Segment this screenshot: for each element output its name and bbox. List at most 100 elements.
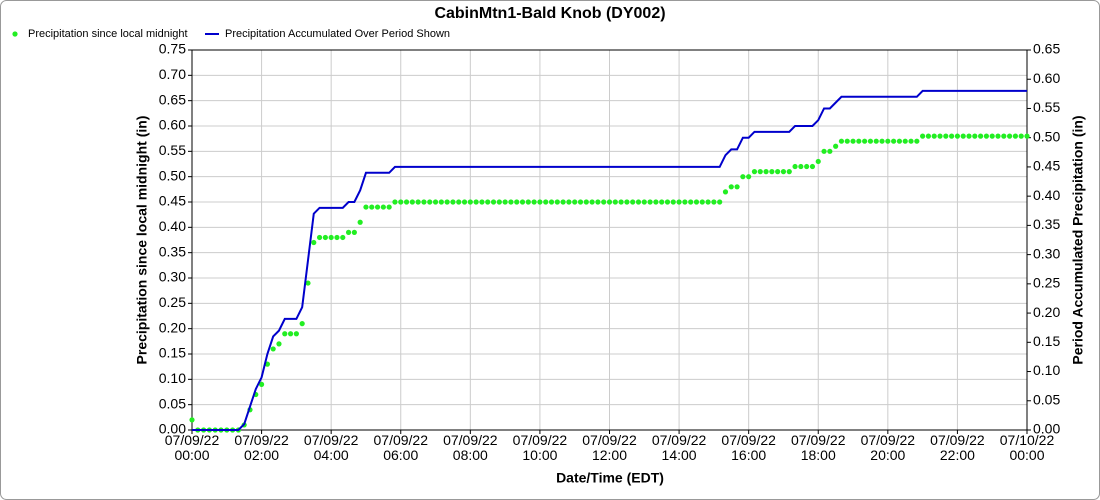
data-point <box>276 341 282 347</box>
data-point <box>606 199 613 205</box>
data-point <box>409 199 415 205</box>
data-point <box>421 199 427 205</box>
data-point <box>728 184 734 190</box>
data-point <box>374 204 381 210</box>
data-point <box>334 234 340 241</box>
data-point <box>311 239 317 246</box>
data-point <box>525 199 531 205</box>
x-tick-label: 07/09/22 08:00 <box>443 432 498 463</box>
y-tick-label: 0.15 <box>159 345 186 361</box>
data-point <box>316 234 323 241</box>
y2-tick-label: 0.30 <box>1033 245 1060 261</box>
data-point <box>508 199 514 205</box>
y-tick-label: 0.50 <box>159 167 186 183</box>
data-point <box>688 199 694 205</box>
data-point <box>949 133 955 139</box>
data-point <box>838 138 845 144</box>
data-point <box>850 138 856 144</box>
y-tick-label: 0.60 <box>159 117 186 133</box>
y2-tick-label: 0.15 <box>1033 333 1060 349</box>
data-point <box>473 199 479 205</box>
data-point <box>769 169 775 175</box>
legend-label: Precipitation since local midnight <box>28 28 188 40</box>
y-tick-label: 0.40 <box>159 218 186 234</box>
data-point <box>641 199 647 205</box>
data-point <box>896 138 903 144</box>
data-point <box>978 133 984 139</box>
data-point <box>891 138 897 144</box>
data-point <box>960 133 966 139</box>
y2-tick-label: 0.55 <box>1033 99 1060 115</box>
data-point <box>583 199 589 205</box>
grid <box>191 49 1028 431</box>
y2-tick-label: 0.45 <box>1033 158 1060 174</box>
y2-tick-label: 0.60 <box>1033 70 1060 86</box>
data-point <box>624 199 630 205</box>
data-line <box>192 89 1027 431</box>
data-point <box>328 234 334 241</box>
data-point <box>531 199 537 205</box>
data-point <box>415 199 421 205</box>
x-tick-label: 07/09/22 12:00 <box>582 432 637 463</box>
x-tick-label: 07/09/22 04:00 <box>303 432 359 463</box>
data-point <box>914 138 920 144</box>
data-point <box>502 199 508 205</box>
data-point <box>920 133 926 139</box>
data-point <box>363 204 369 210</box>
data-point <box>438 199 444 205</box>
data-point <box>635 199 642 205</box>
data-point <box>490 199 497 205</box>
data-point <box>885 138 891 144</box>
data-point <box>972 133 978 139</box>
data-point <box>699 199 705 205</box>
data-point <box>653 199 659 205</box>
data-point <box>543 199 549 205</box>
data-point <box>798 163 804 170</box>
plot-border <box>191 49 1028 431</box>
y2-tick-label: 0.35 <box>1033 216 1060 232</box>
data-point <box>630 199 636 205</box>
x-axis-label: Date/Time (EDT) <box>556 470 664 486</box>
data-point <box>589 199 595 205</box>
data-point <box>734 184 740 190</box>
data-point <box>467 199 473 205</box>
data-point <box>398 199 404 205</box>
y-tick-label: 0.55 <box>159 142 186 158</box>
data-point <box>856 138 862 144</box>
data-point <box>879 138 885 144</box>
data-point <box>601 199 607 205</box>
data-point <box>786 169 792 175</box>
data-point <box>380 204 386 210</box>
data-point <box>873 138 879 144</box>
data-point <box>357 219 363 225</box>
y2-axis-label: Period Accumulated Precipitation (in) <box>1070 115 1086 364</box>
data-point <box>1018 133 1024 139</box>
data-point <box>722 189 729 195</box>
data-point <box>682 199 688 205</box>
data-point <box>711 199 717 205</box>
data-point <box>287 331 294 337</box>
y-tick-label: 0.20 <box>159 319 186 335</box>
data-point <box>1001 133 1007 139</box>
y-tick-label: 0.65 <box>159 91 186 107</box>
y-tick-label: 0.70 <box>159 66 186 82</box>
data-point <box>995 133 1001 139</box>
data-point <box>450 199 456 205</box>
y2-tick-label: 0.50 <box>1033 128 1060 144</box>
data-point <box>989 133 995 139</box>
data-point <box>647 199 653 205</box>
data-point <box>496 199 502 205</box>
data-point <box>461 199 468 205</box>
data-point <box>386 204 392 210</box>
data-point <box>282 331 288 337</box>
x-tick-label: 07/09/22 02:00 <box>234 432 289 463</box>
chart-title: CabinMtn1-Bald Knob (DY002) <box>434 5 665 22</box>
data-point <box>862 138 868 144</box>
data-point <box>943 133 949 139</box>
data-point <box>931 133 937 139</box>
data-point <box>751 169 758 175</box>
data-point <box>693 199 700 205</box>
data-point <box>670 199 676 205</box>
data-point <box>548 199 555 205</box>
